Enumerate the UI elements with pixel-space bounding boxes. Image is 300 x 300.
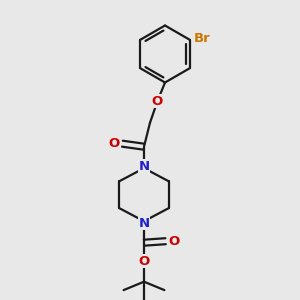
Text: O: O — [138, 255, 150, 268]
Text: O: O — [152, 94, 163, 108]
Text: N: N — [138, 160, 150, 173]
Text: O: O — [168, 235, 179, 248]
Text: N: N — [138, 217, 150, 230]
Text: Br: Br — [194, 32, 211, 45]
Text: O: O — [109, 137, 120, 150]
